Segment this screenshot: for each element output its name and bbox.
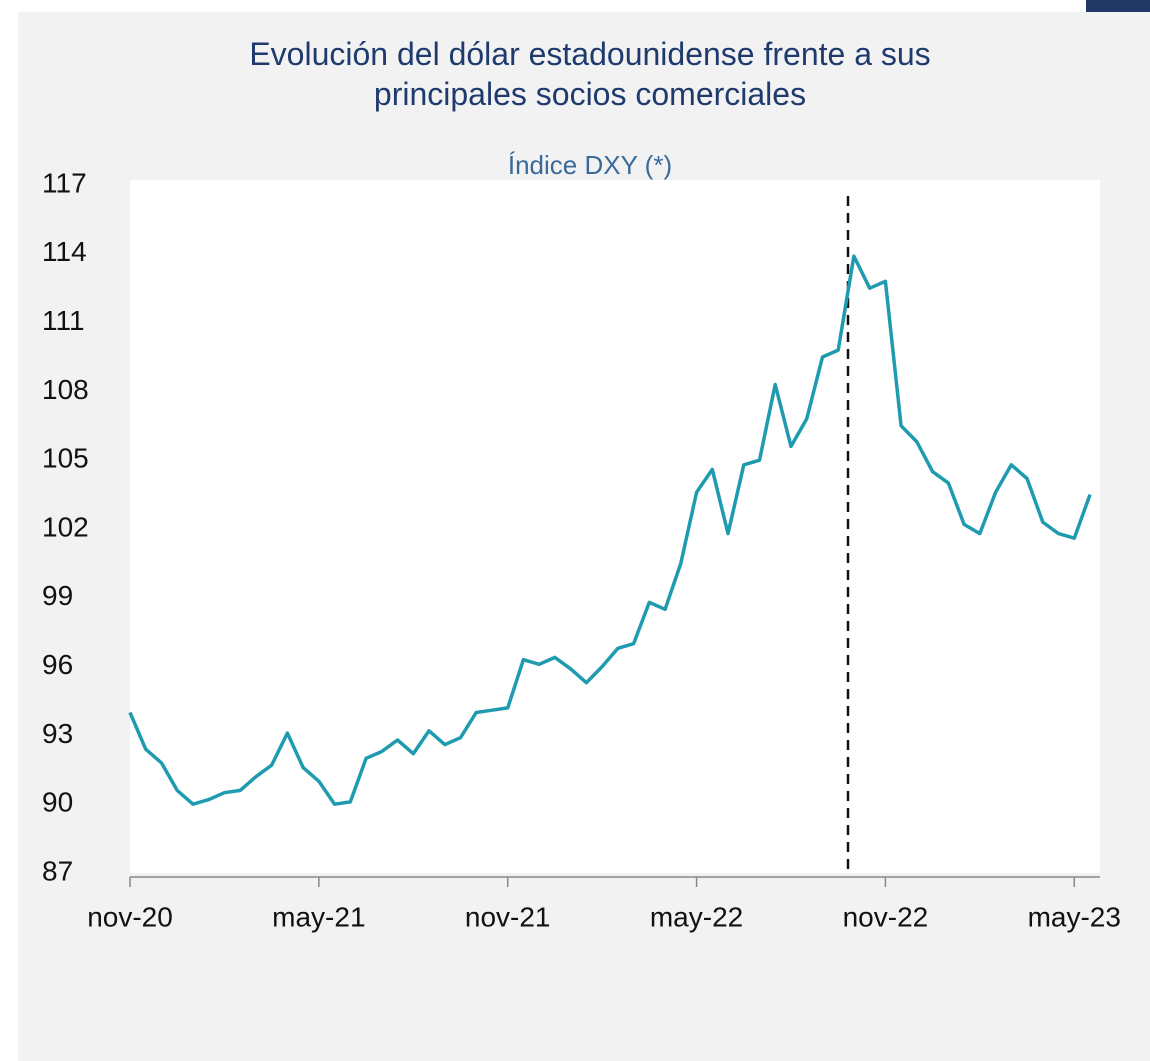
y-tick-label: 117 [42,167,87,198]
y-tick-label: 90 [42,787,73,818]
y-tick-label: 102 [42,511,89,542]
chart-title: Evolución del dólar estadounidense frent… [249,36,931,112]
corner-block [1086,0,1150,12]
plot-area [130,180,1100,873]
y-tick-label: 93 [42,718,73,749]
y-tick-label: 114 [42,236,87,267]
x-tick-label: may-21 [272,901,365,932]
x-tick-label: may-23 [1028,901,1121,932]
x-tick-label: nov-21 [465,901,551,932]
y-tick-label: 111 [42,305,85,336]
y-tick-label: 87 [42,855,73,886]
chart-subtitle: Índice DXY (*) [507,150,673,180]
y-tick-label: 105 [42,443,89,474]
y-tick-label: 96 [42,649,73,680]
x-tick-label: nov-22 [843,901,929,932]
x-tick-label: nov-20 [87,901,173,932]
x-tick-label: may-22 [650,901,743,932]
y-tick-label: 99 [42,580,73,611]
data-line [128,254,1092,806]
y-tick-label: 108 [42,374,89,405]
